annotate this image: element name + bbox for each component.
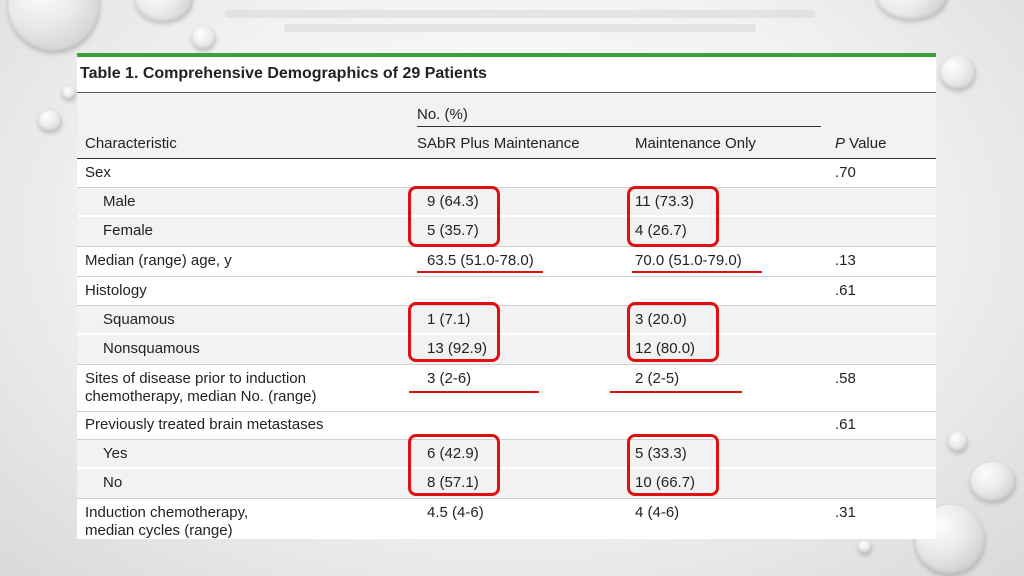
header-p-value: P Value	[835, 135, 886, 152]
maintenance-value: 4 (26.7)	[635, 222, 687, 239]
water-drop-decoration	[192, 26, 216, 50]
row-label-line2: median cycles (range)	[85, 522, 233, 539]
p-value: .70	[835, 164, 856, 181]
group-rule	[417, 126, 821, 127]
row-label: Male	[103, 193, 136, 210]
maintenance-value: 12 (80.0)	[635, 340, 696, 357]
header-characteristic: Characteristic	[85, 135, 177, 152]
p-value: .13	[835, 252, 856, 269]
table-row-yes: Yes 6 (42.9) 5 (33.3)	[77, 440, 936, 469]
maintenance-value: 3 (20.0)	[635, 311, 687, 328]
water-drop-decoration	[876, 0, 948, 20]
row-divider	[77, 467, 936, 469]
faded-slide-title	[225, 4, 815, 44]
maintenance-value: 70.0 (51.0-79.0)	[635, 252, 742, 269]
sabr-value: 6 (42.9)	[427, 445, 479, 462]
table-row-histology: Histology .61	[77, 277, 936, 306]
row-label: Squamous	[103, 311, 175, 328]
sabr-value: 63.5 (51.0-78.0)	[427, 252, 534, 269]
maintenance-value: 4 (4-6)	[635, 504, 680, 521]
row-divider	[77, 305, 936, 306]
highlight-box-sabr-histology	[408, 302, 500, 362]
table-row-age: Median (range) age, y 63.5 (51.0-78.0) 7…	[77, 247, 936, 277]
table-row-female: Female 5 (35.7) 4 (26.7)	[77, 217, 936, 247]
row-divider	[77, 411, 936, 412]
row-label: Previously treated brain metastases	[85, 416, 324, 433]
table-row-male: Male 9 (64.3) 11 (73.3)	[77, 188, 936, 217]
row-label: Sex	[85, 164, 111, 181]
maintenance-value: 5 (33.3)	[635, 445, 687, 462]
header-p-letter: P	[835, 135, 846, 152]
table-row-sites-of-disease: Sites of disease prior to induction chem…	[77, 365, 936, 412]
highlight-box-maintenance-histology	[627, 302, 719, 362]
water-drop-decoration	[970, 462, 1016, 502]
maintenance-value: 10 (66.7)	[635, 474, 696, 491]
group-label-no-pct: No. (%)	[417, 106, 468, 123]
row-divider	[77, 246, 936, 247]
table-row-induction-chemotherapy: Induction chemotherapy, median cycles (r…	[77, 499, 936, 543]
p-value: .61	[835, 282, 856, 299]
demographics-table: Table 1. Comprehensive Demographics of 2…	[77, 53, 936, 539]
table-row-nonsquamous: Nonsquamous 13 (92.9) 12 (80.0)	[77, 335, 936, 365]
row-divider	[77, 215, 936, 217]
water-drop-decoration	[8, 0, 100, 52]
sabr-value: 9 (64.3)	[427, 193, 479, 210]
row-divider	[77, 333, 936, 335]
water-drop-decoration	[135, 0, 193, 22]
table-row-sex: Sex .70	[77, 159, 936, 188]
underline-maintenance-sites	[610, 391, 742, 393]
row-divider	[77, 187, 936, 188]
sabr-value: 3 (2-6)	[427, 370, 472, 387]
row-label: Median (range) age, y	[85, 252, 232, 269]
p-value: .61	[835, 416, 856, 433]
sabr-value: 8 (57.1)	[427, 474, 479, 491]
title-rule	[77, 92, 936, 93]
row-label: Nonsquamous	[103, 340, 200, 357]
row-label-line1: Induction chemotherapy,	[85, 504, 249, 521]
highlight-box-sabr-sex	[408, 186, 500, 247]
row-label: No	[103, 474, 123, 491]
maintenance-value: 2 (2-5)	[635, 370, 680, 387]
sabr-value: 5 (35.7)	[427, 222, 479, 239]
row-label: Yes	[103, 445, 128, 462]
table-row-squamous: Squamous 1 (7.1) 3 (20.0)	[77, 306, 936, 335]
water-drop-decoration	[858, 540, 872, 554]
header-maintenance: Maintenance Only	[635, 135, 756, 152]
underline-sabr-age	[417, 271, 543, 273]
header-sabr: SAbR Plus Maintenance	[417, 135, 580, 152]
sabr-value: 13 (92.9)	[427, 340, 488, 357]
header-rule	[77, 158, 936, 159]
row-divider	[77, 364, 936, 365]
highlight-box-sabr-brain	[408, 434, 500, 496]
row-divider	[77, 498, 936, 499]
row-divider	[77, 276, 936, 277]
highlight-box-maintenance-brain	[627, 434, 719, 496]
row-divider	[77, 439, 936, 440]
row-label-line1: Sites of disease prior to induction	[85, 370, 306, 387]
underline-sabr-sites	[409, 391, 539, 393]
sabr-value: 1 (7.1)	[427, 311, 471, 328]
p-value: .31	[835, 504, 856, 521]
row-label-line2: chemotherapy, median No. (range)	[85, 388, 317, 405]
header-value-word: Value	[845, 135, 887, 152]
p-value: .58	[835, 370, 856, 387]
row-label: Histology	[85, 282, 147, 299]
row-label: Female	[103, 222, 154, 239]
highlight-box-maintenance-sex	[627, 186, 719, 247]
water-drop-decoration	[62, 86, 76, 100]
table-row-brain-metastases: Previously treated brain metastases .61	[77, 412, 936, 440]
maintenance-value: 11 (73.3)	[635, 193, 694, 210]
water-drop-decoration	[940, 56, 976, 90]
table-title: Table 1. Comprehensive Demographics of 2…	[80, 65, 487, 82]
water-drop-decoration	[38, 110, 62, 132]
underline-maintenance-age	[632, 271, 762, 273]
sabr-value: 4.5 (4-6)	[427, 504, 484, 521]
water-drop-decoration	[948, 432, 968, 452]
table-row-no: No 8 (57.1) 10 (66.7)	[77, 469, 936, 499]
